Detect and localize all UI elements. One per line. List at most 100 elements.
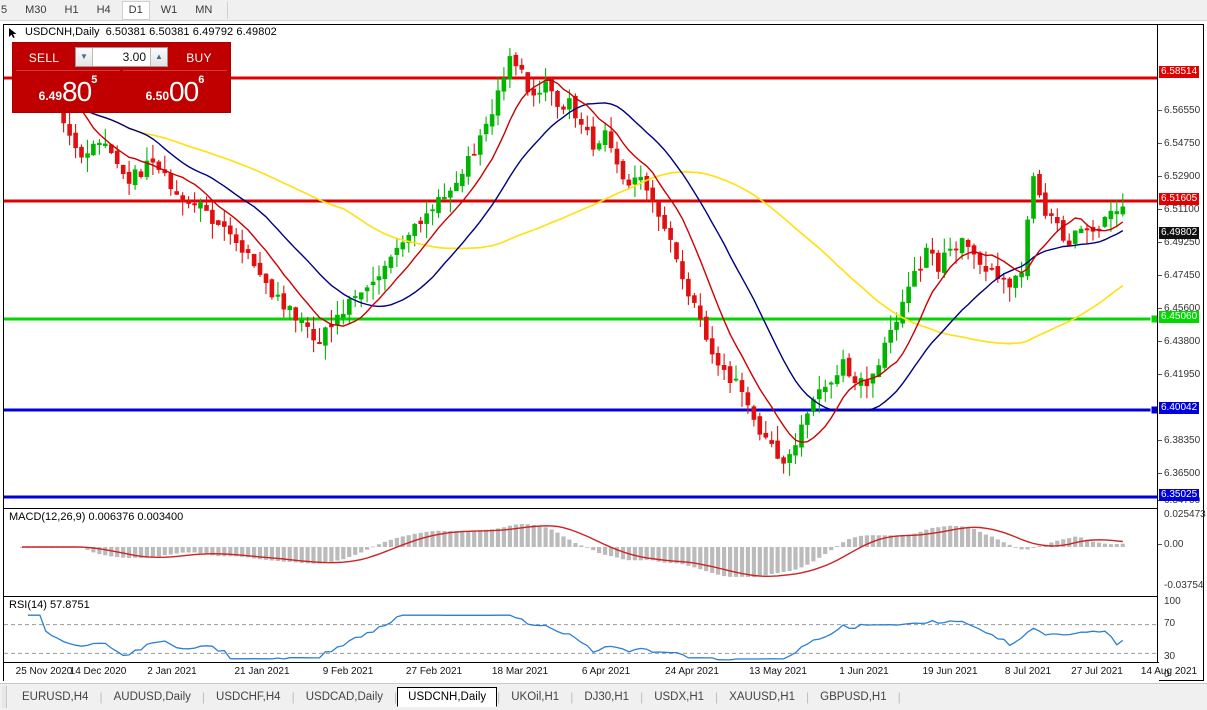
price-level-label-black[interactable]: 6.49802 — [1159, 227, 1200, 239]
rsi-tick: 100 — [1164, 596, 1181, 607]
price-level-label-red[interactable]: 6.51605 — [1159, 193, 1200, 205]
chart-tab-usdchf-h4[interactable]: USDCHF,H4 — [216, 691, 281, 703]
time-label: 6 Apr 2021 — [581, 666, 631, 677]
volume-input[interactable]: 3.00 — [93, 48, 150, 66]
chart-symbol-label: USDCNH,Daily — [25, 26, 100, 38]
time-label: 2 Jan 2021 — [147, 666, 197, 677]
tab-separator: | — [570, 690, 574, 704]
price-tick: 6.36500 — [1158, 469, 1200, 479]
chart-tab-usdcnh-daily[interactable]: USDCNH,Daily — [397, 687, 498, 707]
chart-tab-xauusd-h1[interactable]: XAUUSD,H1 — [729, 691, 795, 703]
price-tick: 6.41950 — [1158, 370, 1200, 380]
chart-tab-gbpusd-h1[interactable]: GBPUSD,H1 — [820, 691, 887, 703]
time-label: 18 Mar 2021 — [491, 666, 549, 677]
price-level-label-red[interactable]: 6.58514 — [1159, 66, 1200, 78]
chart-tab-eurusd-h4[interactable]: EURUSD,H4 — [22, 691, 89, 703]
sell-price-box[interactable]: 6.49 80 5 — [16, 70, 120, 108]
sell-price-main: 80 — [62, 76, 92, 107]
price-level-label-blue[interactable]: 6.40042 — [1159, 402, 1200, 414]
timeframe-h4[interactable]: H4 — [96, 3, 111, 16]
timeframe-5[interactable]: 5 — [1, 3, 8, 16]
time-label: 1 Jun 2021 — [839, 666, 889, 677]
buy-button[interactable]: BUY — [186, 50, 212, 65]
timeframe-h1[interactable]: H1 — [64, 3, 79, 16]
volume-decrease-button[interactable]: ▼ — [76, 48, 93, 66]
price-level-label-green[interactable]: 6.45060 — [1159, 311, 1200, 323]
time-label: 25 Nov 2020 — [15, 666, 73, 677]
time-label: 24 Apr 2021 — [665, 666, 719, 677]
tab-separator: | — [715, 690, 719, 704]
rsi-label: RSI(14) 57.8751 — [9, 599, 90, 611]
timeframe-mn[interactable]: MN — [195, 3, 213, 16]
macd-tick: 0.025473 — [1164, 509, 1206, 520]
price-tick: 6.45600 — [1158, 304, 1200, 314]
sell-price-prefix: 6.49 — [38, 89, 63, 103]
price-tick: 6.52900 — [1158, 172, 1200, 182]
price-tick: 6.43800 — [1158, 337, 1200, 347]
price-tick: 6.54750 — [1158, 139, 1200, 149]
macd-tick: -0.03754 — [1164, 580, 1204, 591]
price-scale[interactable]: 6.56550 6.54750 6.52900 6.51100 6.49250 6.474… — [1157, 25, 1206, 680]
time-label: 21 Jan 2021 — [234, 666, 290, 677]
time-label: 14 Aug 2021 — [1140, 666, 1198, 677]
timeframe-d1[interactable]: D1 — [121, 0, 150, 20]
price-chart-svg — [4, 48, 1159, 499]
price-tick: 6.56550 — [1158, 106, 1200, 116]
price-tick: 6.47450 — [1158, 271, 1200, 281]
time-label: 14 Dec 2020 — [69, 666, 127, 677]
rsi-chart-svg — [4, 614, 1159, 661]
macd-chart-svg — [19, 524, 1125, 578]
time-label: 8 Jul 2021 — [1004, 666, 1052, 677]
volume-increase-button[interactable]: ▲ — [150, 48, 167, 66]
chart-tab-usdcad-daily[interactable]: USDCAD,Daily — [305, 691, 384, 703]
chart-tab-ukoil-h1[interactable]: UKOil,H1 — [511, 691, 560, 703]
timeframe-w1[interactable]: W1 — [160, 3, 178, 16]
tab-separator: | — [497, 690, 501, 704]
chart-tab-usdx-h1[interactable]: USDX,H1 — [654, 691, 705, 703]
tab-separator: | — [394, 690, 398, 704]
rsi-tick: 70 — [1164, 618, 1176, 629]
time-label: 19 Jun 2021 — [922, 666, 978, 677]
price-tick: 6.51100 — [1158, 205, 1199, 215]
time-label: 13 May 2021 — [749, 666, 807, 677]
chart-tab-audusd-daily[interactable]: AUDUSD,Daily — [113, 691, 191, 703]
sell-button[interactable]: SELL — [28, 50, 60, 65]
chart-window[interactable]: USDCNH,Daily 6.50381 6.50381 6.49792 6.4… — [3, 24, 1206, 681]
chart-tab-bar[interactable]: EURUSD,H4 | AUDUSD,Daily | USDCHF,H4 | USDCAD,… — [0, 683, 1207, 710]
oct-controls-row: SELL ▼ 3.00 ▲ BUY — [13, 43, 230, 69]
oct-prices-row: 6.49 80 5 6.50 00 6 — [13, 69, 230, 111]
tab-separator: | — [291, 690, 295, 704]
timeframe-toolbar: 5 M30 H1 H4 D1 W1 MN — [0, 0, 1207, 21]
price-tick: 6.38350 — [1158, 436, 1200, 446]
buy-price-main: 00 — [169, 76, 199, 107]
sell-price-fraction: 5 — [91, 74, 98, 86]
buy-price-fraction: 6 — [198, 74, 205, 86]
rsi-tick: 30 — [1164, 651, 1176, 662]
macd-label: MACD(12,26,9) 0.006376 0.003400 — [9, 511, 184, 523]
crosshair-cursor-icon — [8, 27, 19, 39]
macd-pane[interactable]: MACD(12,26,9) 0.006376 0.003400 — [4, 508, 1159, 594]
toolbar-divider — [227, 1, 229, 19]
time-label: 9 Feb 2021 — [322, 666, 374, 677]
volume-stepper[interactable]: ▼ 3.00 ▲ — [75, 47, 168, 67]
chart-ohlc-values: 6.50381 6.50381 6.49792 6.49802 — [105, 26, 277, 38]
price-level-label-blue[interactable]: 6.35025 — [1159, 489, 1200, 501]
time-scale: 25 Nov 2020 14 Dec 2020 2 Jan 2021 21 Jan 2… — [4, 662, 1197, 680]
time-label: 27 Feb 2021 — [405, 666, 463, 677]
tab-separator: | — [640, 690, 644, 704]
timeframe-m30[interactable]: M30 — [25, 3, 47, 16]
buy-price-prefix: 6.50 — [145, 89, 170, 103]
macd-tick: 0.00 — [1158, 540, 1183, 550]
one-click-trading-panel[interactable]: SELL ▼ 3.00 ▲ BUY 6.49 80 5 — [12, 42, 231, 113]
price-tick: 6.49250 — [1158, 238, 1200, 248]
rsi-tick: 0 — [1164, 669, 1170, 680]
tab-separator: | — [99, 690, 103, 704]
tabbar-edge — [2, 686, 7, 708]
time-label: 27 Jul 2021 — [1071, 666, 1123, 677]
chart-tab-dj30-h1[interactable]: DJ30,H1 — [584, 691, 630, 703]
chevron-up-icon: ▲ — [155, 52, 163, 61]
chevron-down-icon: ▼ — [80, 52, 88, 61]
buy-price-box[interactable]: 6.50 00 6 — [123, 70, 227, 108]
chart-quote-header: USDCNH,Daily 6.50381 6.50381 6.49792 6.4… — [4, 25, 277, 39]
